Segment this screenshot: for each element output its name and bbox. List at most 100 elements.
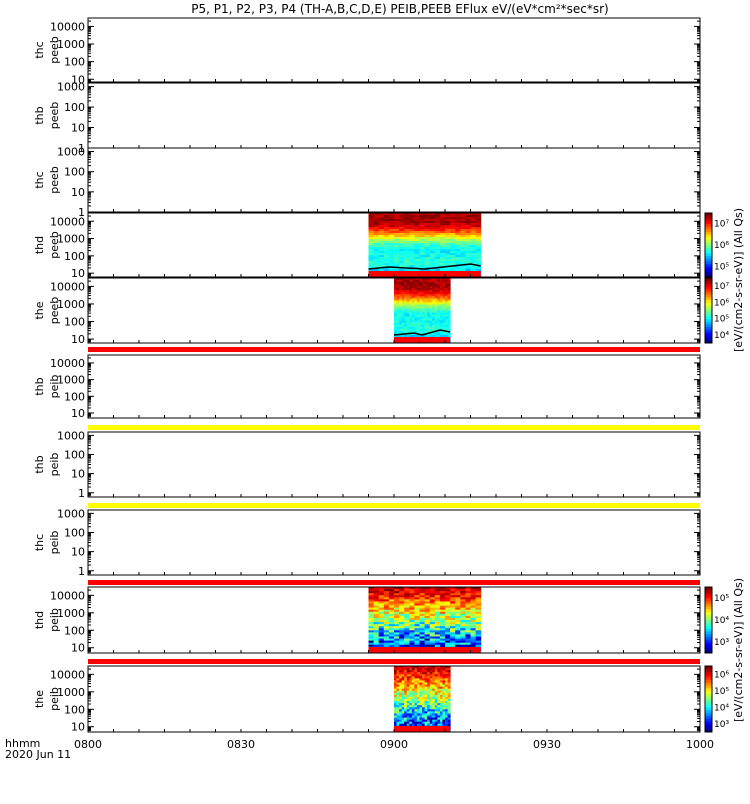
spectrogram-cell — [414, 243, 420, 246]
spectrogram-cell — [429, 707, 433, 710]
spectrogram-cell — [388, 638, 395, 642]
spectrogram-cell — [470, 611, 477, 615]
spectrogram-cell — [455, 249, 461, 252]
spectrogram-cell — [437, 676, 441, 679]
spectrogram-cell — [419, 300, 423, 303]
panel-product-label: peib — [48, 608, 61, 632]
spectrogram-cell — [414, 686, 418, 690]
spectrogram-cell — [447, 324, 451, 328]
spectrogram-cell — [429, 288, 433, 291]
spectrogram-cell — [419, 296, 423, 299]
spectrogram-cell — [422, 328, 426, 332]
spectrogram-cell — [406, 674, 410, 677]
spectrogram-cell — [378, 591, 385, 594]
spectrogram-cell — [373, 642, 380, 646]
spectrogram-cell — [383, 257, 390, 260]
spectrogram-cell — [447, 318, 451, 322]
spectrogram-cell — [424, 247, 431, 250]
spectrogram-cell — [409, 723, 413, 727]
spectrogram-cell — [416, 666, 420, 669]
spectrogram-cell — [427, 332, 431, 336]
spectrogram-cell — [409, 302, 413, 305]
spectrogram-cell — [442, 668, 446, 671]
spectrogram-cell — [434, 634, 441, 637]
spectrogram-cell — [432, 701, 436, 704]
spectrogram-cell — [368, 636, 375, 640]
spectrogram-cell — [419, 690, 423, 694]
spectrogram-cell — [450, 615, 456, 619]
spectrogram-cell — [399, 269, 405, 272]
spectrogram-cell — [445, 690, 449, 694]
spectrogram-cell — [409, 620, 415, 623]
spectrogram-cell — [404, 219, 410, 222]
spectrogram-cell — [432, 322, 436, 326]
spectrogram-cell — [396, 314, 400, 318]
spectrogram-cell — [394, 696, 398, 700]
spectrogram-cell — [414, 296, 418, 299]
spectrogram-cell — [409, 589, 415, 592]
spectrogram-cell — [404, 213, 410, 216]
spectrogram-cell — [383, 235, 390, 238]
spectrogram-cell — [475, 249, 482, 252]
spectrogram-cell — [439, 306, 443, 309]
spectrogram-cell — [445, 263, 451, 266]
spectrogram-cell — [439, 324, 443, 328]
colorbar-segment — [705, 274, 712, 278]
spectrogram-cell — [373, 255, 380, 258]
spectrogram-cell — [455, 269, 461, 272]
spectrogram-cell — [455, 611, 461, 615]
spectrogram-cell — [429, 227, 436, 230]
spectrogram-cell — [470, 257, 477, 260]
spectrogram-cell — [442, 711, 446, 714]
spectrogram-cell — [439, 666, 443, 669]
spectrogram-cell — [373, 251, 380, 254]
spectrogram-cell — [388, 239, 395, 242]
spectrogram-cell — [409, 306, 413, 309]
spectrogram-cell — [399, 713, 403, 716]
spectrogram-cell — [373, 253, 380, 256]
spectrogram-cell — [437, 705, 441, 708]
spectrogram-cell — [424, 607, 431, 611]
colorbar-segment — [705, 296, 712, 301]
spectrogram-cell — [378, 611, 385, 615]
spectrogram-cell — [439, 292, 443, 295]
spectrogram-cell — [470, 237, 477, 240]
spectrogram-cell — [388, 265, 395, 268]
spectrogram-cell — [399, 719, 403, 723]
spectrogram-cell — [373, 257, 380, 260]
spectrogram-cell — [445, 615, 451, 619]
spectrogram-cell — [455, 241, 461, 244]
spectrogram-cell — [388, 255, 395, 258]
spectrogram-cell — [427, 701, 431, 704]
spectrogram-cell — [409, 334, 413, 338]
spectrogram-cell — [414, 713, 418, 716]
spectrogram-cell — [406, 690, 410, 694]
spectrogram-cell — [378, 597, 385, 600]
spectrogram-cell — [424, 215, 431, 218]
spectrogram-cell — [445, 680, 449, 683]
spectrogram-cell — [432, 328, 436, 332]
spectrogram-cell — [422, 707, 426, 710]
spectrogram-cell — [439, 259, 446, 262]
spectrogram-cell — [455, 628, 461, 631]
spectrogram-cell — [434, 690, 438, 694]
spectrogram-cell — [434, 717, 438, 721]
spectrogram-cell — [373, 265, 380, 268]
spectrogram-cell — [424, 227, 431, 230]
spectrogram-cell — [409, 642, 415, 646]
spectrogram-cell — [394, 249, 400, 252]
spectrogram-cell — [411, 719, 415, 723]
spectrogram-cell — [424, 322, 428, 326]
spectrogram-cell — [434, 688, 438, 692]
panel-sat-label: thd — [33, 236, 46, 254]
spectrogram-cell — [401, 715, 405, 719]
spectrogram-cell — [396, 310, 400, 314]
spectrogram-cell — [378, 233, 385, 236]
spectrogram-cell — [404, 638, 410, 642]
spectrogram-cell — [414, 300, 418, 303]
spectrogram-cell — [422, 678, 426, 681]
spectrogram-cell — [401, 286, 405, 289]
spectrogram-cell — [434, 694, 438, 698]
spectrogram-cell — [394, 233, 400, 236]
